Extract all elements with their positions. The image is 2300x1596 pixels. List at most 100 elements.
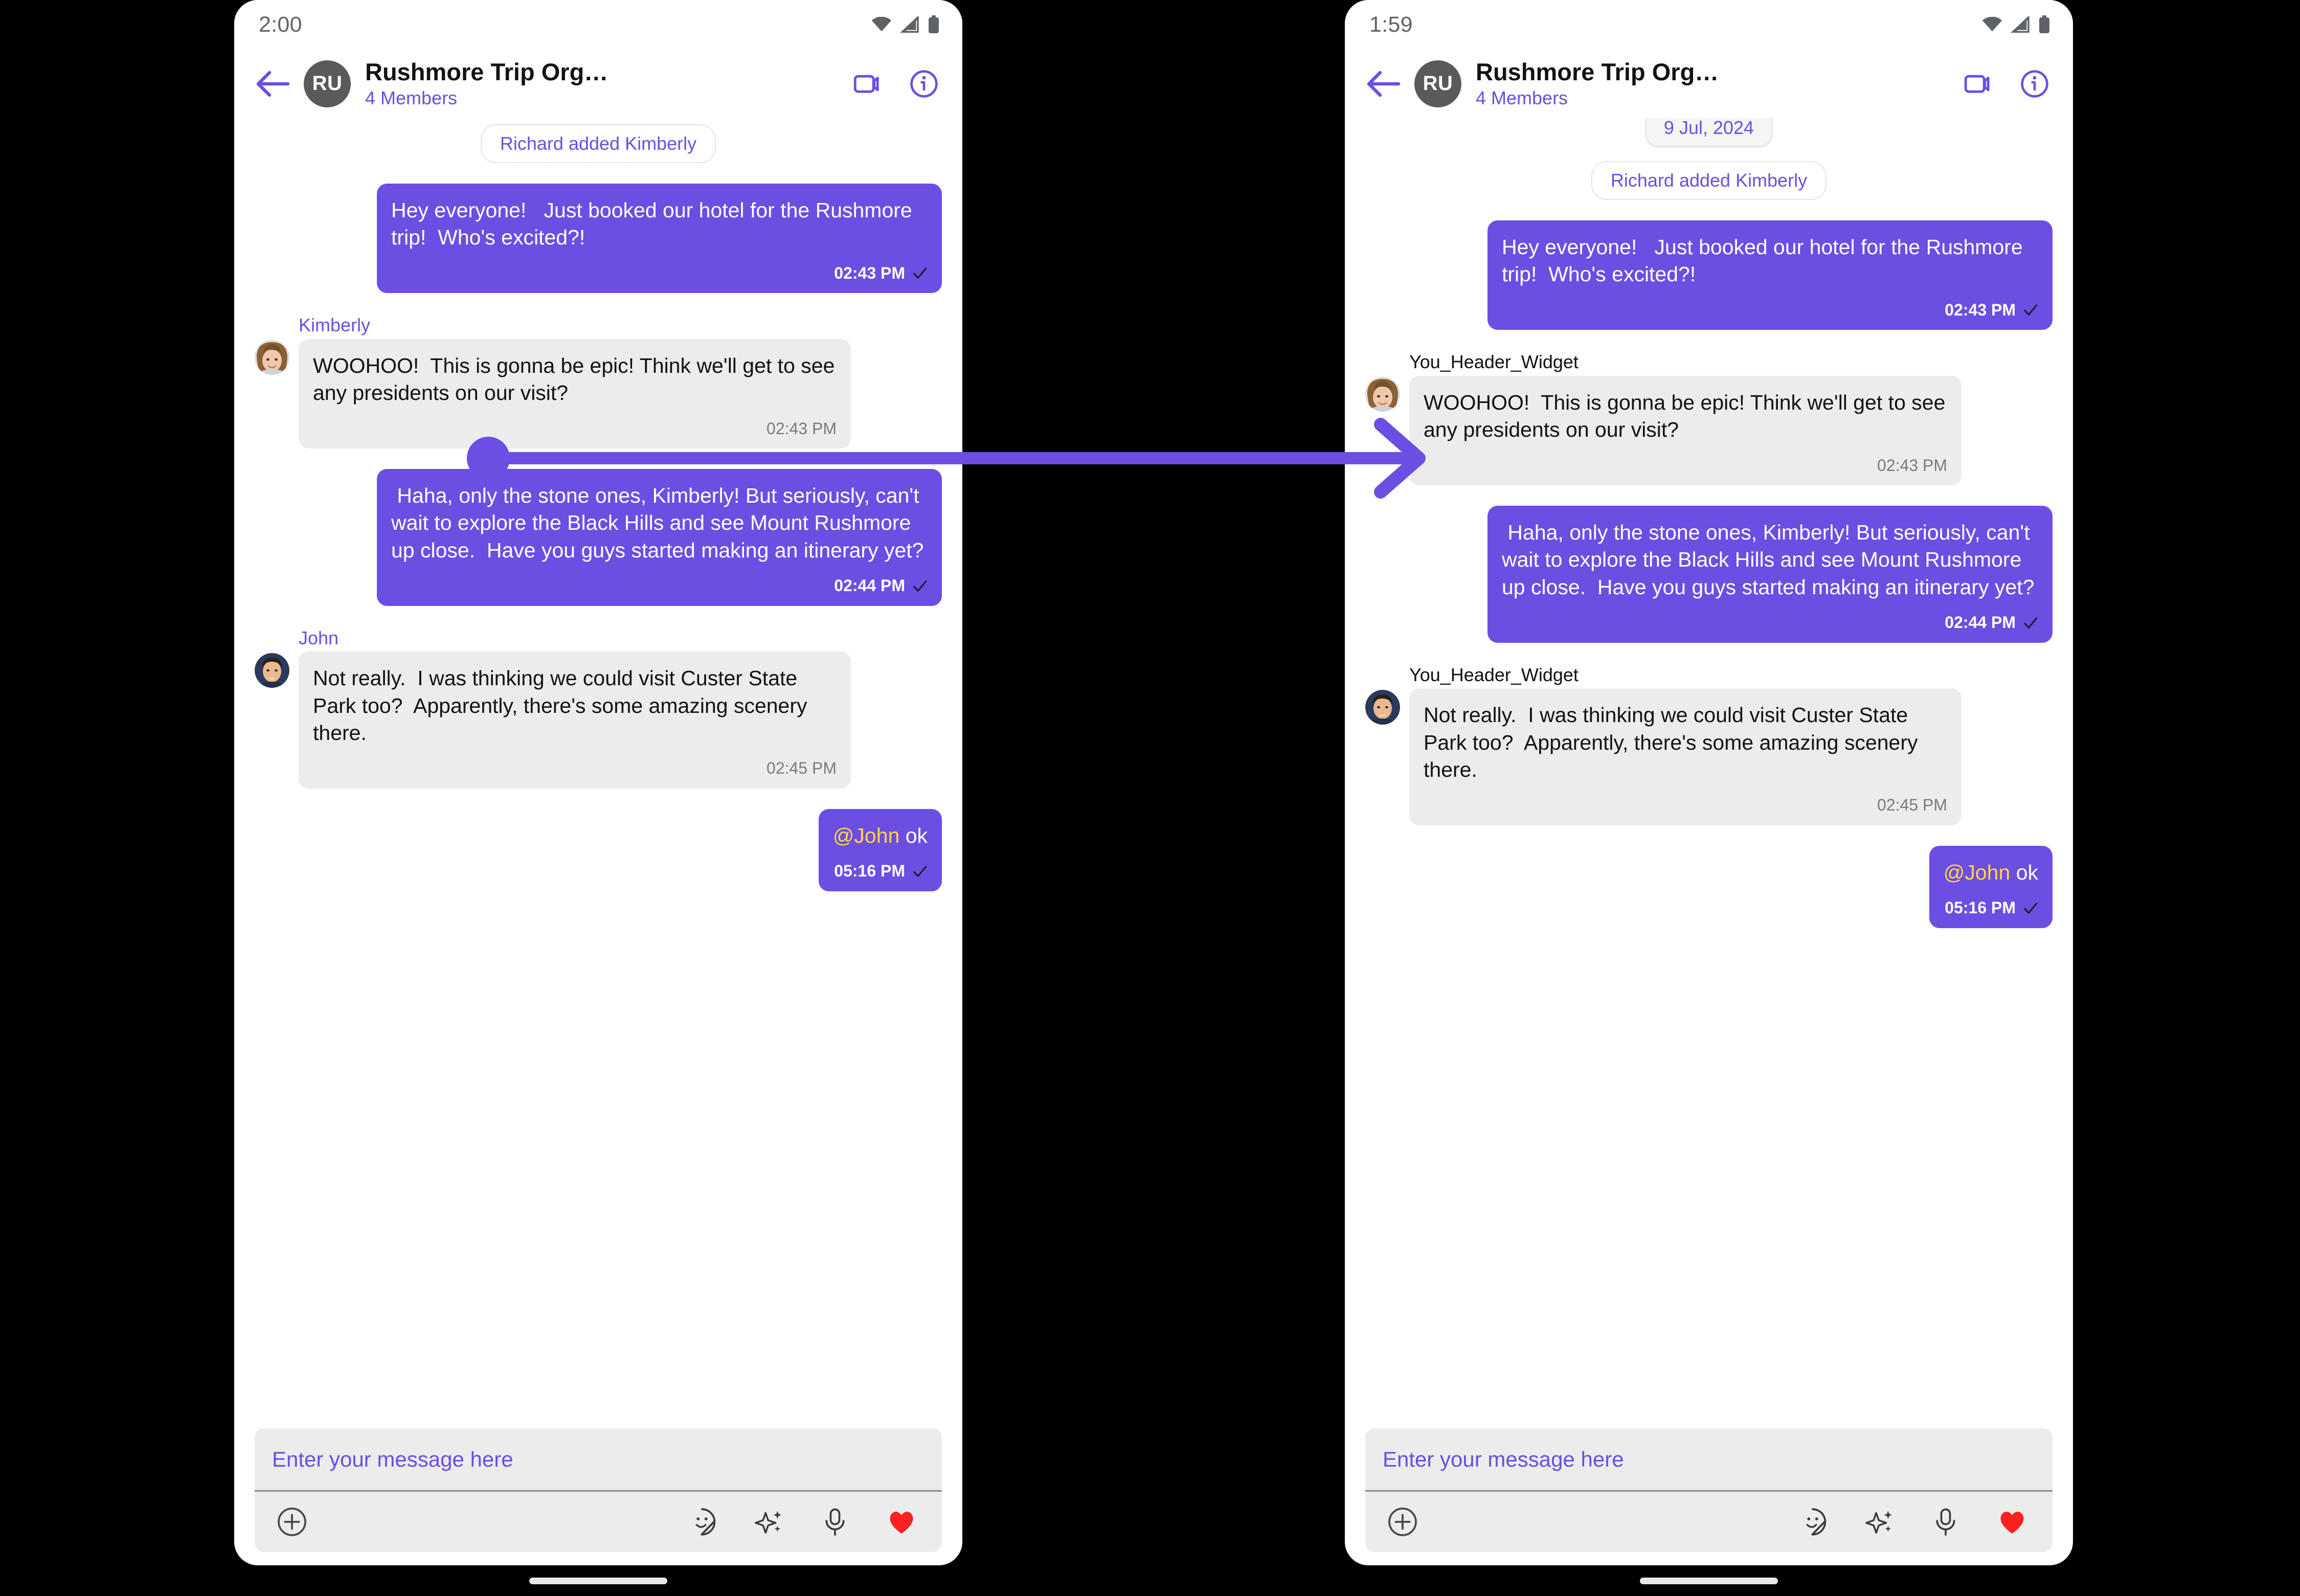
message-bubble-incoming[interactable]: Not really. I was thinking we could visi… <box>1409 688 1961 825</box>
message-bubble-outgoing[interactable]: Haha, only the stone ones, Kimberly! But… <box>1487 506 2053 643</box>
chat-header: RU Rushmore Trip Org… 4 Members <box>234 49 962 118</box>
avatar[interactable] <box>255 653 289 688</box>
message-list[interactable]: Richard added Kimberly Hey everyone! Jus… <box>234 118 962 1419</box>
message-sender: Kimberly <box>299 314 371 336</box>
message-list[interactable]: 9 Jul, 2024 Richard added Kimberly Hey e… <box>1345 118 2073 1419</box>
message-row: @John ok 05:16 PM <box>1365 845 2053 928</box>
message-composer: Enter your message here <box>255 1428 942 1552</box>
cell-signal-icon <box>900 16 919 33</box>
composer-toolbar <box>255 1492 942 1552</box>
message-row: Haha, only the stone ones, Kimberly! But… <box>1365 506 2053 643</box>
member-count[interactable]: 4 Members <box>1476 87 1568 108</box>
group-avatar[interactable]: RU <box>304 60 351 107</box>
status-icon-group <box>1982 15 2050 34</box>
message-bubble-outgoing[interactable]: @John ok 05:16 PM <box>818 808 942 891</box>
message-sender: John <box>299 627 339 648</box>
message-time: 02:43 PM <box>766 419 837 438</box>
message-bubble-outgoing[interactable]: Hey everyone! Just booked our hotel for … <box>1487 220 2053 330</box>
avatar[interactable] <box>1365 689 1400 725</box>
avatar[interactable] <box>255 340 289 375</box>
system-event: Richard added Kimberly <box>255 124 942 163</box>
plus-circle-icon[interactable] <box>1386 1505 1419 1539</box>
message-bubble-outgoing[interactable]: Haha, only the stone ones, Kimberly! But… <box>377 469 942 606</box>
message-row: Haha, only the stone ones, Kimberly! But… <box>255 469 942 606</box>
mention-token[interactable]: @John <box>1943 860 2011 884</box>
back-arrow-icon[interactable] <box>1364 64 1403 103</box>
message-row: John Not really. I was thinking we could… <box>255 628 942 789</box>
battery-icon <box>2038 15 2050 34</box>
home-indicator[interactable] <box>529 1577 667 1584</box>
message-bubble-outgoing[interactable]: @John ok 05:16 PM <box>1929 845 2053 928</box>
read-check-icon <box>2023 901 2038 916</box>
message-text: Haha, only the stone ones, Kimberly! But… <box>1502 521 2036 599</box>
home-indicator[interactable] <box>1640 1577 1778 1584</box>
battery-icon <box>928 15 940 34</box>
system-nav-bar <box>1345 1565 2073 1596</box>
message-composer: Enter your message here <box>1365 1428 2053 1552</box>
message-meta: 02:45 PM <box>1424 795 1947 816</box>
message-meta: 02:44 PM <box>391 575 928 597</box>
message-text: @John ok <box>1944 859 2038 886</box>
message-bubble-outgoing[interactable]: Hey everyone! Just booked our hotel for … <box>377 184 942 294</box>
header-actions <box>853 68 940 100</box>
mention-token[interactable]: @John <box>832 823 900 847</box>
heart-icon[interactable] <box>885 1505 918 1539</box>
sticker-icon[interactable] <box>685 1505 719 1539</box>
message-time: 05:16 PM <box>834 862 905 881</box>
status-icon-group <box>871 15 940 34</box>
video-call-icon[interactable] <box>853 68 885 100</box>
message-row: Hey everyone! Just booked our hotel for … <box>255 184 942 294</box>
microphone-icon[interactable] <box>818 1505 852 1539</box>
message-bubble-incoming[interactable]: Not really. I was thinking we could visi… <box>299 651 851 789</box>
member-count[interactable]: 4 Members <box>365 87 458 108</box>
chat-title-block: Rushmore Trip Org… 4 Members <box>1476 59 1954 108</box>
message-text: Hey everyone! Just booked our hotel for … <box>391 198 918 250</box>
message-time: 02:44 PM <box>834 576 905 595</box>
message-time: 02:43 PM <box>1945 300 2016 319</box>
message-input[interactable]: Enter your message here <box>1365 1428 2053 1492</box>
message-meta: 02:44 PM <box>1502 612 2038 634</box>
message-meta: 02:43 PM <box>313 418 837 440</box>
message-text: WOOHOO! This is gonna be epic! Think we'… <box>313 353 841 405</box>
message-text: Hey everyone! Just booked our hotel for … <box>1502 235 2029 286</box>
message-text: @John ok <box>833 822 928 849</box>
avatar[interactable] <box>1365 377 1400 412</box>
message-time: 02:45 PM <box>1877 796 1947 815</box>
sparkle-icon[interactable] <box>752 1505 785 1539</box>
date-chip-label: 9 Jul, 2024 <box>1645 118 1773 147</box>
message-meta: 05:16 PM <box>833 861 928 882</box>
group-avatar[interactable]: RU <box>1414 60 1461 107</box>
microphone-icon[interactable] <box>1929 1505 1963 1539</box>
message-bubble-incoming[interactable]: WOOHOO! This is gonna be epic! Think we'… <box>299 339 851 449</box>
page-title: Rushmore Trip Org… <box>1476 59 1719 86</box>
message-text: Not really. I was thinking we could visi… <box>1424 703 1924 782</box>
cell-signal-icon <box>2011 16 2030 33</box>
message-row: You_Header_Widget WOOHOO! This is gonna … <box>1365 352 2053 486</box>
message-text-rest: ok <box>899 823 928 847</box>
heart-icon[interactable] <box>1995 1505 2029 1539</box>
page-title: Rushmore Trip Org… <box>365 59 608 86</box>
phone-screen-right: 1:59 RU Rushmore Trip Org… 4 Members <box>1345 0 2073 1565</box>
date-divider: 9 Jul, 2024 <box>1365 118 2053 147</box>
message-row: Hey everyone! Just booked our hotel for … <box>1365 220 2053 330</box>
sparkle-icon[interactable] <box>1862 1505 1896 1539</box>
message-text: WOOHOO! This is gonna be epic! Think we'… <box>1424 390 1951 442</box>
message-row: Kimberly WOOHOO! This is gonna be epic! … <box>255 314 942 449</box>
message-row: @John ok 05:16 PM <box>255 808 942 891</box>
back-arrow-icon[interactable] <box>254 64 292 103</box>
video-call-icon[interactable] <box>1964 68 1995 100</box>
message-time: 02:45 PM <box>766 759 837 778</box>
system-event: Richard added Kimberly <box>1365 161 2053 200</box>
message-meta: 05:16 PM <box>1944 897 2038 919</box>
wifi-icon <box>1982 17 2002 32</box>
sticker-icon[interactable] <box>1796 1505 1830 1539</box>
message-meta: 02:43 PM <box>1502 300 2038 321</box>
status-clock: 1:59 <box>1369 12 1413 37</box>
message-bubble-incoming[interactable]: WOOHOO! This is gonna be epic! Think we'… <box>1409 375 1961 486</box>
info-icon[interactable] <box>908 68 940 100</box>
phone-screen-left: 2:00 RU Rushmore Trip Org… 4 Members <box>234 0 962 1565</box>
plus-circle-icon[interactable] <box>275 1505 309 1539</box>
message-input[interactable]: Enter your message here <box>255 1428 942 1492</box>
info-icon[interactable] <box>2019 68 2050 100</box>
